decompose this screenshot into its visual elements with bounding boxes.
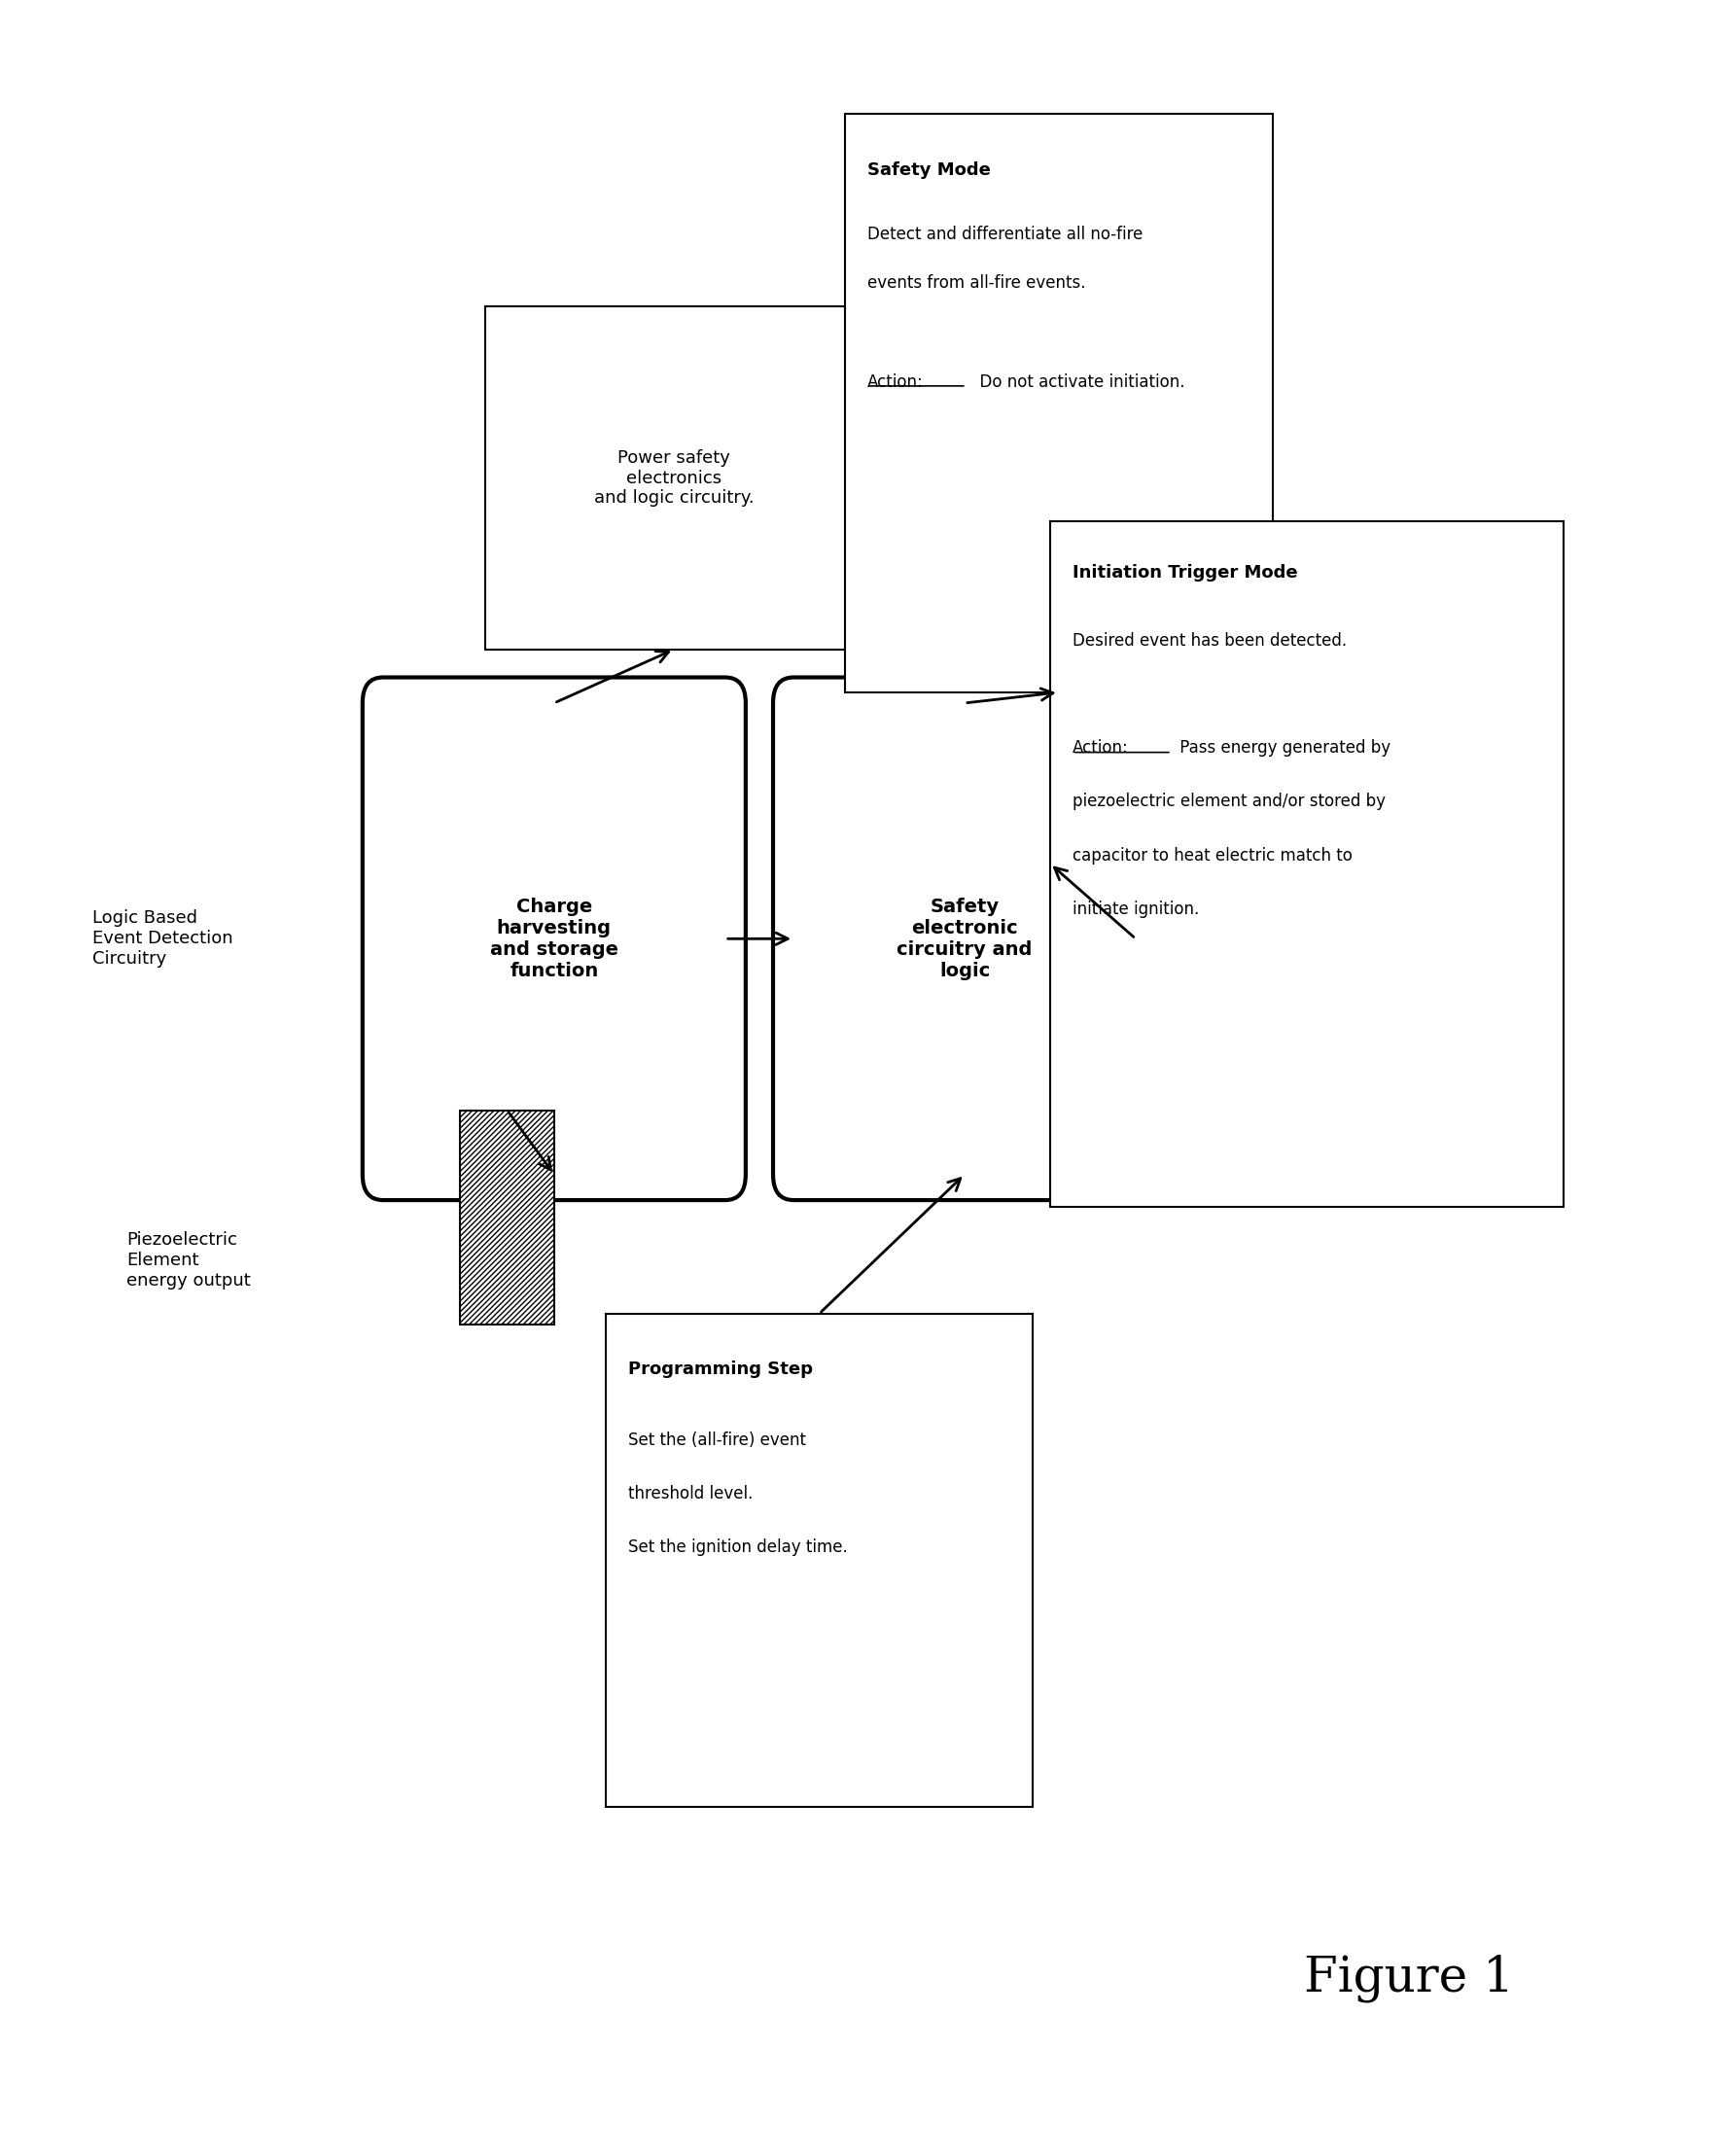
Text: initiate ignition.: initiate ignition. <box>1072 901 1198 918</box>
Text: Logic Based
Event Detection
Circuitry: Logic Based Event Detection Circuitry <box>93 910 233 968</box>
Text: events from all-fire events.: events from all-fire events. <box>867 274 1086 291</box>
Text: Detect and differentiate all no-fire: Detect and differentiate all no-fire <box>867 224 1143 244</box>
Text: Set the ignition delay time.: Set the ignition delay time. <box>628 1539 846 1557</box>
Bar <box>486 306 862 649</box>
FancyBboxPatch shape <box>362 677 746 1201</box>
Text: Safety
electronic
circuitry and
logic: Safety electronic circuitry and logic <box>896 897 1033 981</box>
Text: Pass energy generated by: Pass energy generated by <box>1176 740 1391 757</box>
Text: Power safety
electronics
and logic circuitry.: Power safety electronics and logic circu… <box>593 448 753 507</box>
Text: Set the (all-fire) event: Set the (all-fire) event <box>628 1432 805 1449</box>
Text: piezoelectric element and/or stored by: piezoelectric element and/or stored by <box>1072 793 1386 811</box>
Bar <box>845 114 1272 692</box>
Text: Action:: Action: <box>1072 740 1129 757</box>
FancyBboxPatch shape <box>772 677 1157 1201</box>
Text: Desired event has been detected.: Desired event has been detected. <box>1072 632 1346 649</box>
Bar <box>460 1110 553 1324</box>
Text: Charge
harvesting
and storage
function: Charge harvesting and storage function <box>490 897 619 981</box>
Text: capacitor to heat electric match to: capacitor to heat electric match to <box>1072 847 1352 865</box>
Text: Piezoelectric
Element
energy output: Piezoelectric Element energy output <box>126 1231 250 1289</box>
Text: Safety Mode: Safety Mode <box>867 162 991 179</box>
Text: Figure 1: Figure 1 <box>1305 1953 1514 2003</box>
Text: Action:: Action: <box>867 373 924 390</box>
Text: Initiation Trigger Mode: Initiation Trigger Mode <box>1072 565 1298 582</box>
Bar <box>605 1313 1033 1807</box>
Text: threshold level.: threshold level. <box>628 1485 752 1503</box>
Text: Do not activate initiation.: Do not activate initiation. <box>971 373 1184 390</box>
Text: Programming Step: Programming Step <box>628 1360 812 1378</box>
Bar <box>460 1110 553 1324</box>
Bar <box>1050 522 1564 1207</box>
